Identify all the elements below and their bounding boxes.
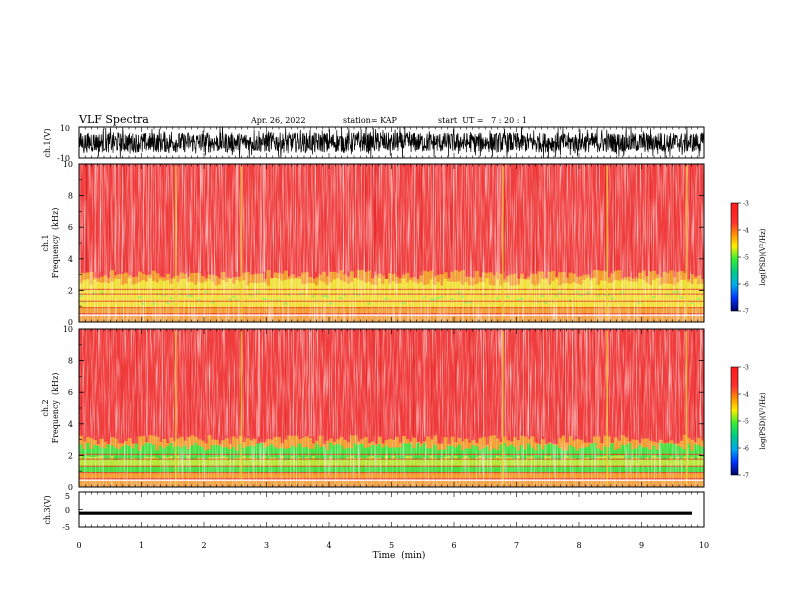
spec1-yaxis: 0 2 4 6 8 10	[63, 160, 704, 327]
figure-date: Apr. 26, 2022	[250, 116, 306, 125]
ch1-ytick-top: 10	[60, 124, 70, 133]
spec-ytick-label: 2	[68, 451, 73, 460]
colorbar-tick-label: -3	[743, 201, 749, 208]
figure-title: VLF Spectra	[78, 113, 149, 126]
ch3-panel: 5 0 -5 ch.3(V)	[43, 491, 705, 532]
spec1-colorbar: -3 -4 -5 -6 -7 log(PSD)(V²/Hz)	[730, 201, 767, 316]
ch1-panel: 10 -10 ch.1(V)	[43, 124, 705, 163]
time-axis: 0 1 2 3 4 5 6 7 8 9 10	[76, 127, 709, 550]
x-tick-label: 3	[264, 541, 269, 550]
spec-noise	[79, 329, 704, 487]
x-tick-label: 7	[514, 541, 519, 550]
colorbar-tick-label: -5	[743, 255, 749, 262]
spec-ytick-label: 4	[68, 255, 73, 264]
ch3-waveform	[79, 491, 692, 528]
ch1-ytick-bottom: -10	[57, 154, 70, 163]
ch3-ylabel: ch.3(V)	[43, 495, 52, 524]
ch3-frame	[78, 491, 705, 528]
spec1-colorbar-gradient	[730, 202, 739, 312]
spec-ytick-label: 6	[68, 223, 73, 232]
colorbar-tick-label: -3	[743, 365, 749, 372]
spec-ytick-label: 2	[68, 286, 73, 295]
ch3-trace-band	[79, 511, 692, 515]
colorbar-tick-label: -7	[743, 473, 749, 480]
x-tick-label: 2	[201, 541, 206, 550]
colorbar-tick-label: -6	[743, 282, 749, 289]
spec-ytick-label: 8	[68, 357, 73, 366]
spec-ytick-label: 8	[68, 192, 73, 201]
figure-start-time: start UT = 7 : 20 : 1	[438, 116, 527, 125]
x-tick-label: 8	[576, 541, 581, 550]
x-tick-label: 6	[451, 541, 456, 550]
x-tick-label: 10	[699, 541, 709, 550]
spec2-ylabel-frequency: Frequency (kHz)	[51, 373, 60, 444]
spec2-colorbar: -3 -4 -5 -6 -7 log(PSD)(V²/Hz)	[730, 365, 767, 480]
spec2-yaxis: 0 2 4 6 8 10	[63, 325, 704, 492]
x-tick-label: 1	[139, 541, 144, 550]
spec1-heatmap	[79, 164, 705, 322]
ch3-ytick-middle: 0	[65, 506, 70, 515]
colorbar-tick-label: -4	[743, 392, 749, 399]
spec2-heatmap	[79, 329, 705, 487]
spec2-colorbar-label: log(PSD)(V²/Hz)	[759, 392, 767, 449]
spec2-colorbar-gradient	[730, 366, 739, 476]
figure-header: VLF Spectra Apr. 26, 2022 station= KAP s…	[78, 113, 527, 126]
spec1-panel: 0 2 4 6 8 10 ch.1 Frequency (kHz) -3 -4 -5 -6 -7 …	[41, 160, 767, 327]
spec1-colorbar-label: log(PSD)(V²/Hz)	[759, 228, 767, 285]
x-tick-label: 0	[76, 541, 81, 550]
ch1-trace-line	[78, 126, 705, 158]
spec-gap	[79, 479, 704, 481]
colorbar-tick-label: -6	[743, 446, 749, 453]
ch1-ylabel: ch.1(V)	[43, 128, 52, 157]
x-tick-label: 9	[639, 541, 644, 550]
spec1-ylabel-channel: ch.1	[41, 234, 50, 251]
ch3-ytick-top: 5	[65, 492, 70, 501]
x-tick-label: 5	[389, 541, 394, 550]
time-axis-label: Time (min)	[373, 550, 426, 561]
ch1-waveform	[78, 126, 705, 158]
spec1-colorbar-ticks: -3 -4 -5 -6 -7	[738, 201, 749, 316]
spec-ytick-label: 4	[68, 420, 73, 429]
spec1-ylabel-frequency: Frequency (kHz)	[51, 208, 60, 279]
spec2-panel: 0 2 4 6 8 10 ch.2 Frequency (kHz) -3 -4 -5 -6 -7 …	[41, 325, 767, 492]
spec-ytick-label: 10	[63, 325, 73, 334]
spec-ytick-label: 0	[68, 483, 73, 492]
spec2-colorbar-ticks: -3 -4 -5 -6 -7	[738, 365, 749, 480]
spec2-ylabel-channel: ch.2	[41, 399, 50, 416]
spec-ytick-label: 0	[68, 318, 73, 327]
colorbar-tick-label: -7	[743, 309, 749, 316]
colorbar-tick-label: -5	[743, 419, 749, 426]
colorbar-tick-label: -4	[743, 228, 749, 235]
spec-ytick-label: 6	[68, 388, 73, 397]
spec-ytick-label: 10	[63, 160, 73, 169]
ch3-ytick-bottom: -5	[62, 523, 70, 532]
figure-station: station= KAP	[343, 116, 398, 125]
spec-gap	[79, 314, 704, 316]
x-tick-label: 4	[326, 541, 331, 550]
